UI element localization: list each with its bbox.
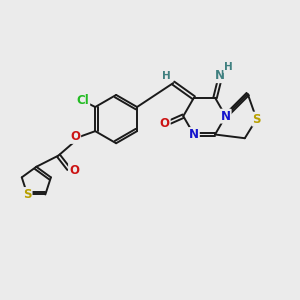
Text: O: O — [160, 117, 170, 130]
Text: Cl: Cl — [76, 94, 89, 107]
Text: S: S — [23, 188, 32, 201]
Text: O: O — [69, 164, 79, 177]
Text: N: N — [189, 128, 199, 141]
Text: N: N — [221, 110, 231, 123]
Text: N: N — [214, 69, 224, 82]
Text: H: H — [224, 62, 233, 73]
Text: O: O — [70, 130, 80, 143]
Text: S: S — [252, 112, 261, 126]
Text: H: H — [162, 71, 171, 81]
